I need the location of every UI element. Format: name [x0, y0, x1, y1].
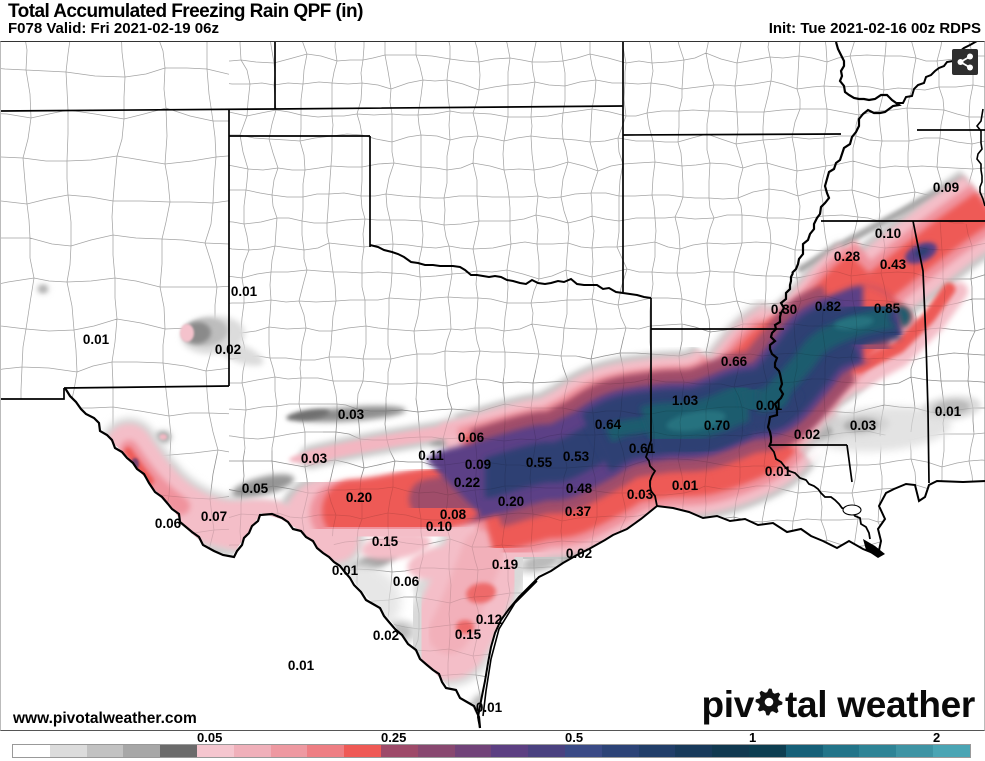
svg-text:0.03: 0.03: [627, 487, 654, 502]
svg-text:0.20: 0.20: [346, 490, 372, 505]
svg-text:1.03: 1.03: [672, 393, 699, 408]
svg-text:0.01: 0.01: [476, 700, 503, 715]
svg-text:0.22: 0.22: [454, 475, 480, 490]
svg-text:0.66: 0.66: [721, 354, 748, 369]
svg-text:0.15: 0.15: [455, 627, 482, 642]
svg-text:0.01: 0.01: [332, 563, 359, 578]
svg-text:0.03: 0.03: [338, 407, 365, 422]
svg-text:0.09: 0.09: [465, 457, 491, 472]
svg-text:0.20: 0.20: [498, 494, 524, 509]
svg-text:0.01: 0.01: [935, 404, 962, 419]
svg-text:0.08: 0.08: [440, 507, 467, 522]
svg-text:0.30: 0.30: [771, 302, 797, 317]
svg-text:0.28: 0.28: [834, 249, 861, 264]
svg-text:0.11: 0.11: [418, 448, 444, 463]
svg-text:0.53: 0.53: [563, 449, 590, 464]
svg-text:0.03: 0.03: [301, 451, 328, 466]
svg-text:0.10: 0.10: [875, 226, 901, 241]
svg-text:0.12: 0.12: [476, 612, 502, 627]
svg-text:0.43: 0.43: [880, 257, 907, 272]
svg-text:0.70: 0.70: [704, 418, 730, 433]
svg-text:0.01: 0.01: [765, 464, 792, 479]
svg-text:0.37: 0.37: [565, 504, 591, 519]
svg-text:0.09: 0.09: [933, 180, 959, 195]
svg-text:0.55: 0.55: [526, 455, 553, 470]
svg-text:0.61: 0.61: [629, 441, 656, 456]
svg-text:0.06: 0.06: [393, 574, 420, 589]
svg-text:0.02: 0.02: [794, 427, 820, 442]
svg-text:0.01: 0.01: [83, 332, 110, 347]
svg-text:0.64: 0.64: [595, 417, 622, 432]
svg-text:0.85: 0.85: [874, 301, 901, 316]
svg-text:0.01: 0.01: [672, 478, 699, 493]
svg-text:0.19: 0.19: [492, 557, 518, 572]
svg-text:0.05: 0.05: [242, 481, 269, 496]
svg-text:0.03: 0.03: [850, 418, 877, 433]
svg-text:0.10: 0.10: [426, 519, 452, 534]
svg-text:0.07: 0.07: [201, 509, 227, 524]
svg-text:0.02: 0.02: [373, 628, 399, 643]
svg-text:0.01: 0.01: [288, 658, 315, 673]
svg-text:0.02: 0.02: [215, 342, 241, 357]
svg-text:0.06: 0.06: [458, 430, 485, 445]
svg-text:0.06: 0.06: [155, 516, 182, 531]
svg-text:0.15: 0.15: [372, 534, 399, 549]
svg-text:0.01: 0.01: [231, 284, 258, 299]
svg-text:0.02: 0.02: [566, 546, 592, 561]
svg-text:0.01: 0.01: [756, 398, 783, 413]
svg-text:0.48: 0.48: [566, 481, 593, 496]
svg-text:0.82: 0.82: [815, 299, 841, 314]
